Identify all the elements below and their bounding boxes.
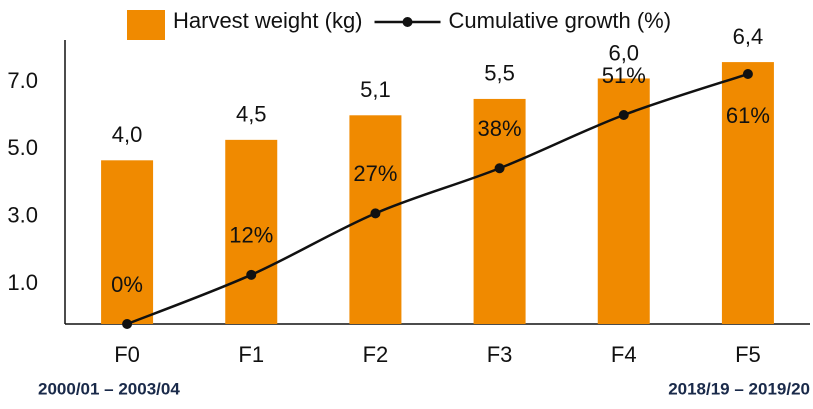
bar — [473, 98, 526, 325]
y-tick-label: 7.0 — [7, 68, 38, 93]
bar-value-label: 6,0 — [608, 40, 639, 65]
period-end: 2018/19 – 2019/20 — [668, 379, 810, 398]
x-tick-label: F4 — [611, 342, 637, 367]
growth-point — [122, 319, 133, 329]
x-tick-label: F1 — [238, 342, 264, 367]
growth-point — [742, 69, 753, 80]
bar — [721, 62, 774, 324]
legend-swatch — [127, 10, 165, 40]
bar-value-label: 4,0 — [112, 122, 143, 147]
bar-value-label: 5,5 — [484, 61, 515, 86]
growth-line — [126, 72, 749, 326]
growth-value-label: 51% — [602, 63, 646, 88]
growth-point — [370, 208, 381, 219]
x-tick-label: F3 — [487, 342, 513, 367]
bar-value-label: 6,4 — [733, 24, 764, 49]
legend-label: Cumulative growth (%) — [449, 8, 672, 33]
growth-value-label: 61% — [726, 103, 770, 128]
x-tick-label: F2 — [363, 342, 389, 367]
bar — [101, 160, 154, 324]
growth-point — [618, 109, 629, 120]
y-tick-label: 3.0 — [7, 202, 38, 227]
growth-point — [246, 269, 257, 280]
x-tick-label: F5 — [735, 342, 761, 367]
growth-point — [494, 163, 505, 174]
y-tick-label: 1.0 — [7, 270, 38, 295]
bar — [225, 139, 278, 324]
bar-value-label: 4,5 — [236, 102, 267, 127]
legend-label: Harvest weight (kg) — [173, 8, 363, 33]
y-tick-label: 5.0 — [7, 135, 38, 160]
legend-dot — [402, 17, 413, 27]
growth-value-label: 12% — [229, 223, 273, 248]
bar — [349, 115, 402, 324]
bar-value-label: 5,1 — [360, 77, 391, 102]
period-start: 2000/01 – 2003/04 — [38, 379, 180, 398]
growth-value-label: 38% — [478, 116, 522, 141]
x-tick-label: F0 — [114, 342, 140, 367]
growth-value-label: 0% — [111, 272, 143, 297]
growth-value-label: 27% — [353, 161, 397, 186]
